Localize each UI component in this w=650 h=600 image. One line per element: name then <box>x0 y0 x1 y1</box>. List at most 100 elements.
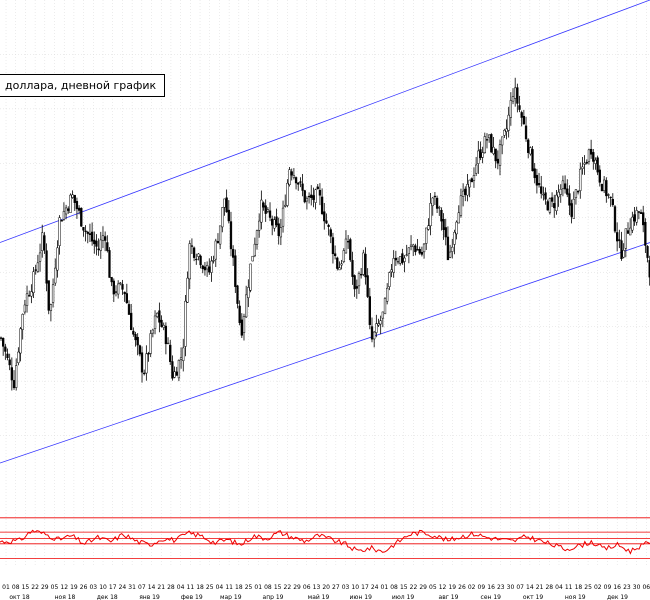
candle-body <box>123 291 126 295</box>
candle-body <box>25 293 29 306</box>
candle-body <box>47 280 50 311</box>
candle-body <box>570 203 573 217</box>
candle-body <box>470 178 473 183</box>
candle-body <box>32 271 35 293</box>
candle-body <box>477 150 480 164</box>
candle-body <box>414 245 417 253</box>
x-tick-label: 23 <box>497 584 505 591</box>
candle-body <box>485 139 489 141</box>
candle-body <box>303 190 306 203</box>
candle-body <box>318 189 322 196</box>
candle-body <box>43 235 46 251</box>
candle-body <box>399 256 402 264</box>
candle-body <box>629 227 632 236</box>
x-tick-label: 24 <box>119 584 127 591</box>
candle-body <box>199 255 202 266</box>
x-tick-label: 25 <box>584 584 592 591</box>
x-tick-label: 22 <box>31 584 39 591</box>
candle-body <box>620 240 623 259</box>
candle-body <box>266 209 270 212</box>
x-tick-label: 29 <box>41 584 49 591</box>
candle-body <box>401 253 404 264</box>
candle-body <box>307 195 311 198</box>
candle-body <box>453 232 456 245</box>
x-tick-label: 31 <box>128 584 136 591</box>
candle-body <box>600 183 604 192</box>
candle-body <box>310 194 313 198</box>
candle-body <box>140 352 144 373</box>
candle-body <box>166 342 170 345</box>
candle-body <box>429 202 432 227</box>
candle-body <box>548 198 552 213</box>
candle-body <box>238 305 241 323</box>
candle-body <box>394 257 398 261</box>
channel-upper-line <box>0 0 650 243</box>
x-tick-label: 23 <box>623 584 631 591</box>
x-tick-label: 06 <box>303 584 311 591</box>
candle-body <box>188 243 191 280</box>
candle-body <box>527 139 530 153</box>
candle-body <box>258 220 261 231</box>
candle-body <box>420 251 424 255</box>
x-tick-label: 17 <box>109 584 117 591</box>
candle-body <box>386 287 389 302</box>
candle-body <box>229 221 233 250</box>
candle-body <box>56 247 59 271</box>
candle-body <box>169 344 172 362</box>
candle-body <box>30 291 33 297</box>
candle-body <box>249 263 252 291</box>
candle-body <box>609 196 612 199</box>
candle-body <box>51 284 55 303</box>
candle-body <box>598 169 601 183</box>
candle-body <box>45 250 48 284</box>
candle-body <box>635 210 638 223</box>
candle-body <box>461 190 465 197</box>
x-tick-label: 21 <box>157 584 165 591</box>
candle-body <box>288 169 291 185</box>
candle-body <box>54 267 57 284</box>
candle-body <box>290 171 293 176</box>
candle-body <box>77 207 81 211</box>
x-tick-label: 20 <box>322 584 330 591</box>
candle-body <box>342 250 345 262</box>
candle-body <box>507 114 510 131</box>
candle-body <box>147 353 150 355</box>
candle-body <box>520 112 523 118</box>
candle-body <box>466 184 469 196</box>
x-tick-label: 28 <box>167 584 175 591</box>
x-tick-label: 26 <box>80 584 88 591</box>
candle-body <box>197 253 200 257</box>
candle-body <box>127 304 131 315</box>
candle-body <box>377 323 380 326</box>
candle-body <box>613 206 617 232</box>
candle-body <box>275 216 278 226</box>
candle-body <box>320 196 324 214</box>
candle-body <box>459 195 463 216</box>
x-tick-label: 10 <box>99 584 107 591</box>
candle-body <box>605 180 608 197</box>
candle-body <box>553 203 556 209</box>
candle-body <box>388 272 391 287</box>
x-tick-label: 08 <box>264 584 272 591</box>
oscillator-line <box>0 529 650 555</box>
candle-body <box>19 328 22 354</box>
candle-body <box>518 105 521 110</box>
candle-body <box>496 158 499 164</box>
candle-body <box>218 225 222 245</box>
candle-body <box>490 134 493 153</box>
candle-body <box>284 204 287 207</box>
candle-body <box>240 319 243 336</box>
candle-body <box>190 245 194 247</box>
candle-body <box>175 371 178 376</box>
candle-body <box>537 183 541 186</box>
candle-body <box>271 218 274 226</box>
x-tick-label: 18 <box>575 584 583 591</box>
candle-body <box>529 147 532 155</box>
candle-body <box>631 216 634 231</box>
candle-body <box>412 244 415 247</box>
candle-body <box>242 316 246 333</box>
x-tick-label: 03 <box>89 584 97 591</box>
candle-body <box>576 191 580 193</box>
candle-body <box>117 283 120 295</box>
candle-body <box>435 197 439 209</box>
